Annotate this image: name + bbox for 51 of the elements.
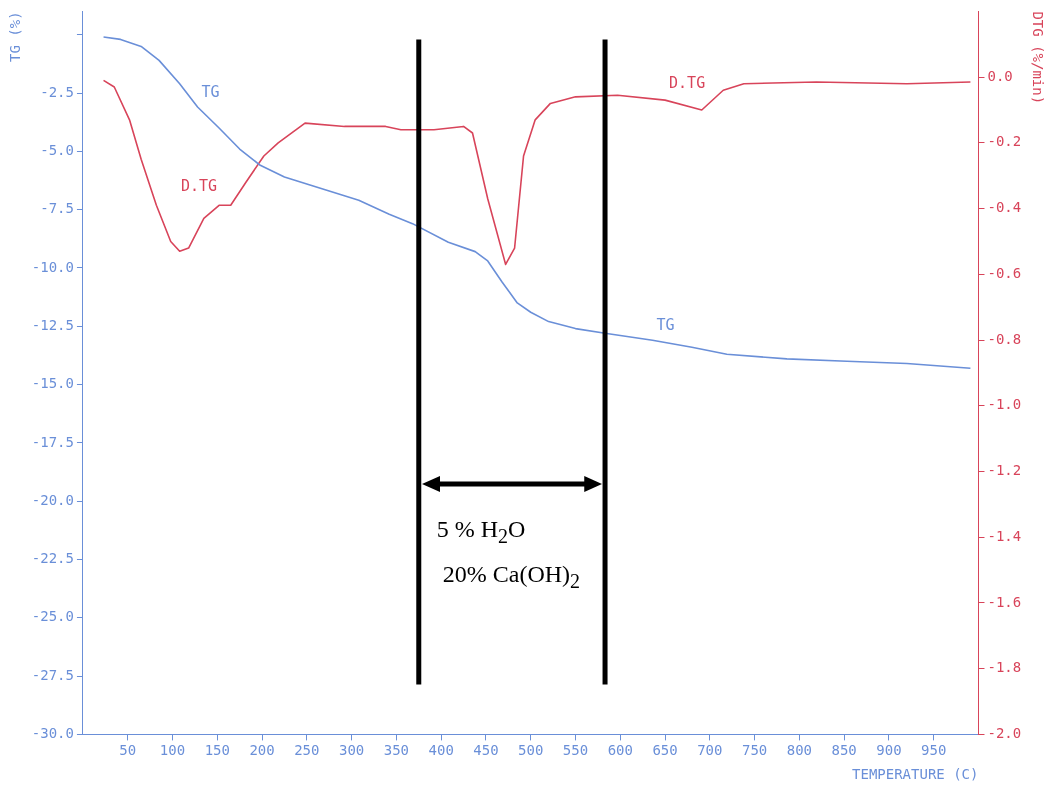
y-tick-label: -20.0 [31, 491, 74, 508]
y2-tick-label: -1.4 [987, 527, 1022, 544]
x-tick-label: 250 [294, 742, 320, 759]
x-tick-label: 900 [876, 742, 902, 759]
x-tick-label: 100 [159, 742, 186, 759]
x-tick-label: 450 [473, 742, 499, 759]
x-tick-label: 200 [249, 742, 275, 759]
x-tick-label: 500 [518, 742, 544, 759]
y-tick-label: -30.0 [31, 725, 74, 742]
y2-tick-label: -0.4 [987, 199, 1022, 216]
x-tick-label: 600 [607, 742, 633, 759]
x-axis-title: TEMPERATURE (C) [852, 766, 979, 783]
x-tick-label: 50 [119, 742, 137, 759]
y2-tick-label: -1.6 [987, 593, 1022, 610]
y-tick-label: -10.0 [31, 258, 74, 275]
y-tick-label: -15.0 [31, 375, 74, 392]
y2-tick-label: -1.8 [987, 659, 1022, 676]
y-axis-title: TG (%) [7, 11, 24, 62]
y-tick-label: -2.5 [40, 83, 74, 100]
y2-tick-label: -0.8 [987, 330, 1022, 347]
y2-axis-title: DTG (%/min) [1029, 11, 1046, 105]
x-tick-label: 550 [562, 742, 589, 759]
annotation: 5 % H$_{2}$O [436, 515, 527, 550]
y2-tick-label: -2.0 [987, 725, 1022, 742]
y-tick-label: -17.5 [31, 433, 74, 450]
text: D.TG [180, 177, 218, 196]
series-label: TG [656, 316, 675, 335]
x-tick-label: 400 [428, 742, 454, 759]
x-tick-label: 950 [921, 742, 947, 759]
annotation: 20% Ca(OH)$_{2}$ [441, 560, 581, 594]
x-tick-label: 850 [831, 742, 857, 759]
y2-tick-label: -1.0 [987, 396, 1022, 413]
x-tick-label: 750 [741, 742, 768, 759]
y-tick-label: -27.5 [31, 666, 74, 683]
y-tick-label: -5.0 [40, 141, 74, 158]
x-tick-label: 650 [652, 742, 678, 759]
series-label: D.TG [669, 74, 706, 93]
x-tick-label: 350 [383, 742, 410, 759]
y-tick-label: -25.0 [31, 608, 74, 625]
x-tick-label: 800 [786, 742, 813, 759]
text: TG [201, 83, 220, 102]
x-tick-label: 300 [338, 742, 365, 759]
y-tick-label: -7.5 [40, 200, 74, 217]
x-tick-label: 150 [204, 742, 230, 759]
x-tick-label: 700 [697, 742, 723, 759]
y-tick-label: -12.5 [31, 316, 74, 333]
y-tick-label: -22.5 [31, 550, 74, 567]
y2-tick-label: -1.2 [987, 462, 1022, 479]
y2-tick-label: -0.2 [987, 133, 1022, 150]
y2-tick-label: -0.6 [987, 264, 1022, 281]
y2-tick-label: 0.0 [987, 67, 1013, 84]
